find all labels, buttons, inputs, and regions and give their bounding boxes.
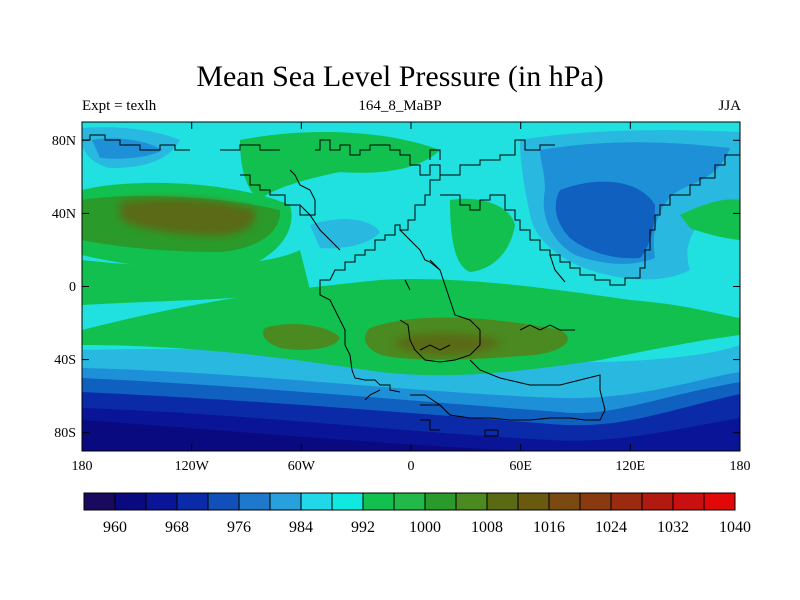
colorbar-swatch (610, 492, 643, 511)
coastlines (82, 134, 740, 437)
colorbar-swatch (455, 492, 488, 511)
colorbar-label: 1024 (595, 519, 627, 536)
colorbar-swatch (269, 492, 302, 511)
colorbar-swatch (176, 492, 209, 511)
colorbar-swatch (331, 492, 364, 511)
lon-tick-label: 0 (408, 459, 415, 474)
colorbar-swatch (641, 492, 674, 511)
colorbar-swatch (393, 492, 426, 511)
colorbar-swatch (207, 492, 240, 511)
lon-tick-label: 120W (175, 459, 210, 474)
colorbar-label: 1040 (719, 519, 751, 536)
colorbar-label: 968 (165, 519, 189, 536)
colorbar-swatch (672, 492, 705, 511)
colorbar-swatch (114, 492, 147, 511)
colorbar-swatch (579, 492, 612, 511)
lon-tick-marks (81, 122, 741, 451)
colorbar-swatch (83, 492, 116, 511)
colorbar-swatch (486, 492, 519, 511)
lat-tick-label: 40N (52, 207, 76, 222)
lon-tick-label: 60E (509, 459, 532, 474)
lat-tick-label: 0 (69, 280, 76, 295)
lat-tick-label: 80N (52, 134, 76, 149)
colorbar-label: 984 (289, 519, 313, 536)
colorbar-label: 1000 (409, 519, 441, 536)
lon-tick-label: 60W (288, 459, 316, 474)
colorbar-label: 1016 (533, 519, 565, 536)
colorbar-swatch (145, 492, 178, 511)
lon-tick-label: 180 (72, 459, 93, 474)
season-label: JJA (718, 98, 741, 114)
experiment-label: Expt = texlh (82, 98, 157, 114)
colorbar-swatch (424, 492, 457, 511)
colorbar-labels: 960 968 976 984 992 1000 1008 1016 1024 … (103, 519, 751, 536)
colorbar-label: 960 (103, 519, 127, 536)
lat-tick-labels: 80N 40N 0 40S 80S (52, 134, 76, 441)
lat-tick-label: 40S (54, 353, 76, 368)
lon-tick-label: 180 (730, 459, 751, 474)
colorbar-swatch (300, 492, 333, 511)
contour-fill (82, 122, 740, 451)
colorbar-swatch (238, 492, 271, 511)
colorbar-swatch (362, 492, 395, 511)
colorbar-swatch (517, 492, 550, 511)
period-label: 164_8_MaBP (358, 98, 442, 114)
lat-tick-label: 80S (54, 426, 76, 441)
lon-tick-labels: 180 120W 60W 0 60E 120E 180 (72, 459, 751, 474)
lon-tick-label: 120E (616, 459, 646, 474)
colorbar-label: 1032 (657, 519, 689, 536)
colorbar-label: 992 (351, 519, 375, 536)
lat-tick-marks (82, 139, 740, 434)
colorbar-swatch (548, 492, 581, 511)
map-title: Mean Sea Level Pressure (in hPa) (196, 60, 604, 93)
colorbar-label: 1008 (471, 519, 503, 536)
colorbar-swatch (703, 492, 736, 511)
colorbar (83, 492, 736, 511)
colorbar-label: 976 (227, 519, 251, 536)
